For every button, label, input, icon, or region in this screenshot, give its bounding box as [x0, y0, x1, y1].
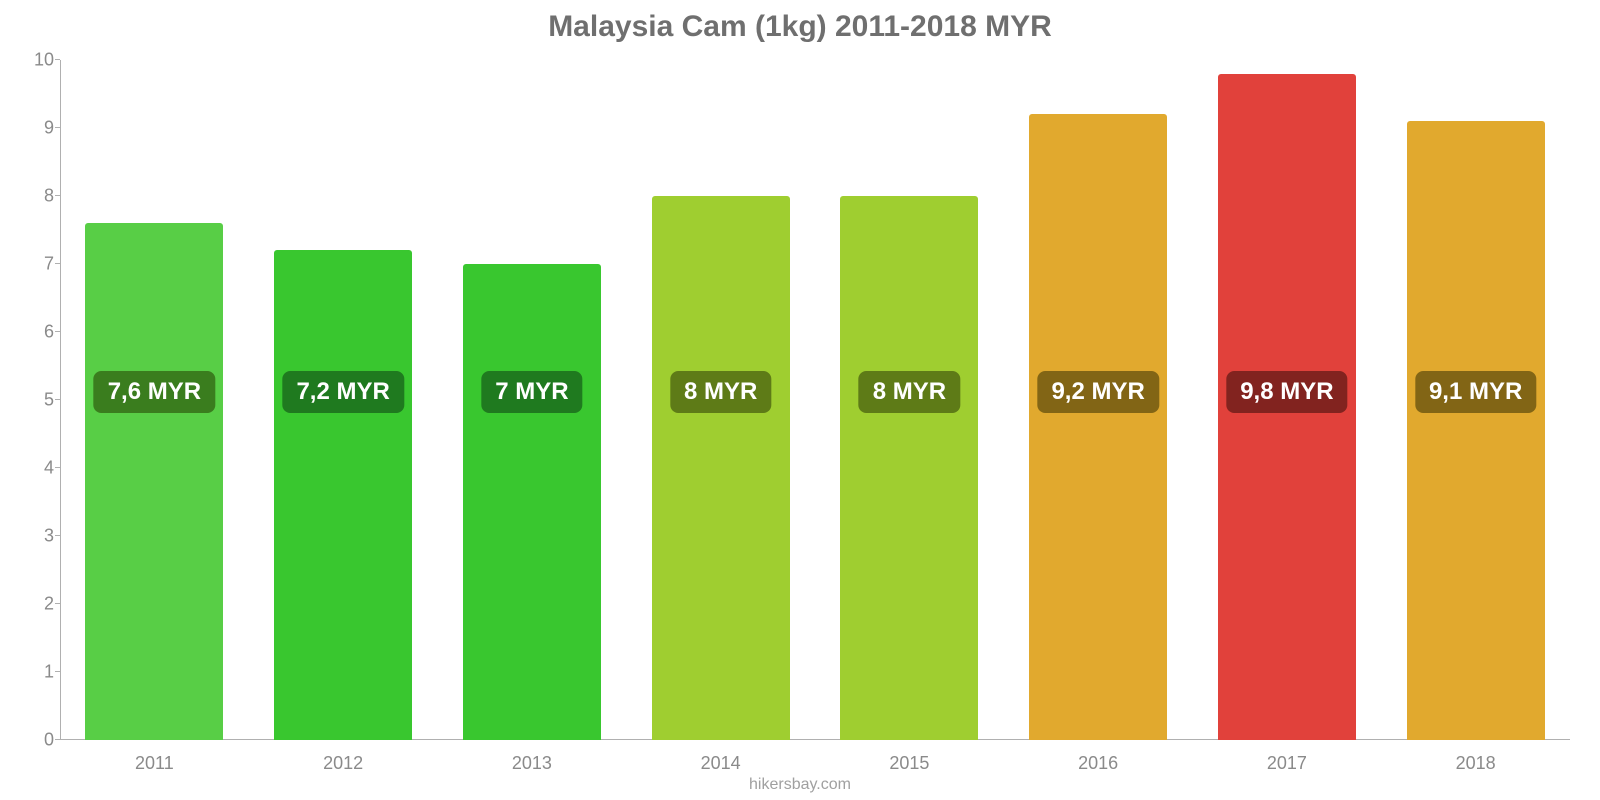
bar [463, 264, 601, 740]
bar-slot: 7,2 MYR2012 [249, 60, 438, 740]
bar-value-label: 9,8 MYR [1226, 371, 1347, 413]
bar [274, 250, 412, 740]
y-tick [55, 603, 60, 604]
bar-slot: 8 MYR2015 [815, 60, 1004, 740]
y-tick-label: 3 [20, 526, 54, 547]
bar-slot: 7 MYR2013 [438, 60, 627, 740]
attribution: hikersbay.com [0, 776, 1600, 794]
x-tick-label: 2017 [1267, 753, 1307, 774]
x-tick-label: 2013 [512, 753, 552, 774]
bars-container: 7,6 MYR20117,2 MYR20127 MYR20138 MYR2014… [60, 60, 1570, 740]
y-tick-label: 7 [20, 254, 54, 275]
bar-value-label: 8 MYR [859, 371, 960, 413]
bar-slot: 9,1 MYR2018 [1381, 60, 1570, 740]
bar-value-label: 7 MYR [481, 371, 582, 413]
y-tick [55, 399, 60, 400]
bar-slot: 7,6 MYR2011 [60, 60, 249, 740]
plot-area: 7,6 MYR20117,2 MYR20127 MYR20138 MYR2014… [60, 60, 1570, 740]
y-tick-label: 10 [20, 50, 54, 71]
y-tick [55, 59, 60, 60]
y-tick [55, 263, 60, 264]
x-tick-label: 2018 [1456, 753, 1496, 774]
bar-slot: 9,8 MYR2017 [1193, 60, 1382, 740]
bar [652, 196, 790, 740]
y-tick [55, 127, 60, 128]
chart-title: Malaysia Cam (1kg) 2011-2018 MYR [0, 10, 1600, 44]
y-tick [55, 739, 60, 740]
bar-value-label: 8 MYR [670, 371, 771, 413]
x-tick-label: 2011 [135, 753, 174, 774]
bar-value-label: 7,2 MYR [282, 371, 403, 413]
y-tick-label: 2 [20, 594, 54, 615]
bar [1407, 121, 1545, 740]
y-tick-label: 1 [20, 662, 54, 683]
x-tick-label: 2014 [701, 753, 741, 774]
bar-slot: 8 MYR2014 [626, 60, 815, 740]
bar [1029, 114, 1167, 740]
y-tick-label: 0 [20, 730, 54, 751]
price-chart: Malaysia Cam (1kg) 2011-2018 MYR 7,6 MYR… [0, 0, 1600, 800]
bar-value-label: 9,1 MYR [1415, 371, 1536, 413]
y-tick-label: 8 [20, 186, 54, 207]
bar-value-label: 7,6 MYR [94, 371, 215, 413]
y-tick [55, 671, 60, 672]
y-tick-label: 4 [20, 458, 54, 479]
y-tick [55, 467, 60, 468]
bar [85, 223, 223, 740]
bar [840, 196, 978, 740]
y-tick [55, 331, 60, 332]
x-tick-label: 2015 [889, 753, 929, 774]
y-tick-label: 9 [20, 118, 54, 139]
bar-slot: 9,2 MYR2016 [1004, 60, 1193, 740]
y-tick [55, 195, 60, 196]
y-tick-label: 5 [20, 390, 54, 411]
y-tick [55, 535, 60, 536]
bar-value-label: 9,2 MYR [1037, 371, 1158, 413]
y-tick-label: 6 [20, 322, 54, 343]
x-tick-label: 2016 [1078, 753, 1118, 774]
x-tick-label: 2012 [323, 753, 363, 774]
